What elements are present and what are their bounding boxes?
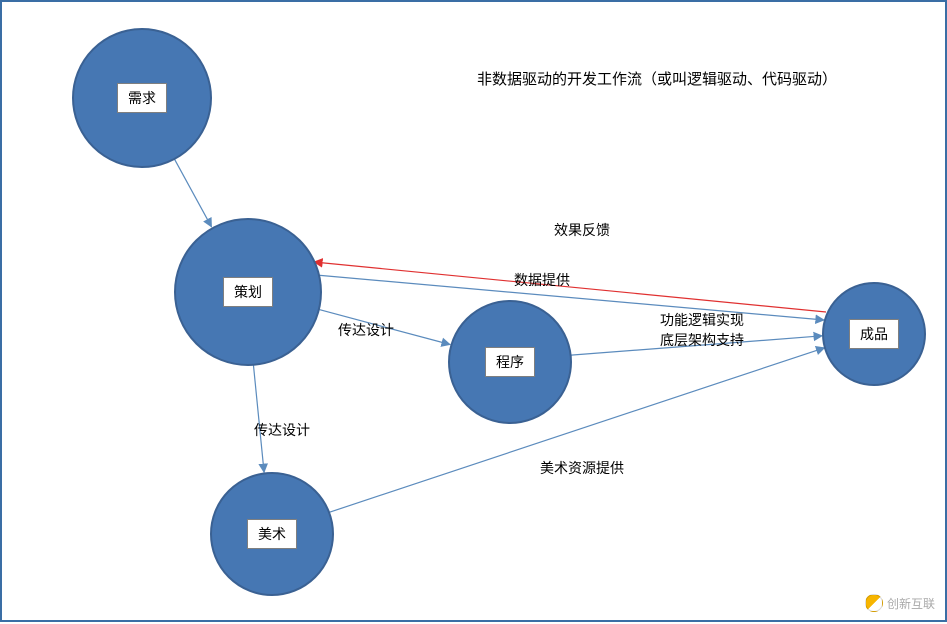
edge-art-product xyxy=(327,348,825,513)
node-label-plan: 策划 xyxy=(223,277,273,307)
node-art: 美术 xyxy=(210,472,334,596)
edge-label-art-product: 美术资源提供 xyxy=(540,458,624,478)
node-label-product: 成品 xyxy=(849,319,899,349)
watermark-text: 创新互联 xyxy=(887,595,935,612)
edge-label-plan-art: 传达设计 xyxy=(254,420,310,440)
edge-need-plan xyxy=(173,156,212,227)
diagram-canvas: 非数据驱动的开发工作流（或叫逻辑驱动、代码驱动） 需求策划程序美术 成品 传达设计… xyxy=(0,0,947,622)
edge-label-plan-program: 传达设计 xyxy=(338,320,394,340)
watermark-icon xyxy=(865,594,883,612)
node-plan: 策划 xyxy=(174,218,322,366)
watermark: 创新互联 xyxy=(865,594,935,612)
node-need: 需求 xyxy=(72,28,212,168)
node-label-need: 需求 xyxy=(117,83,167,113)
node-product: 成品 xyxy=(822,282,926,386)
edge-label-program-product: 功能逻辑实现底层架构支持 xyxy=(660,310,744,350)
edge-plan-art xyxy=(253,362,264,473)
node-label-art: 美术 xyxy=(247,519,297,549)
edge-plan-product-data xyxy=(316,275,824,320)
node-program: 程序 xyxy=(448,300,572,424)
edge-label-plan-product-data: 数据提供 xyxy=(514,270,570,290)
edge-product-plan-fb xyxy=(314,262,826,312)
edge-label-product-plan-fb: 效果反馈 xyxy=(554,220,610,240)
node-label-program: 程序 xyxy=(485,347,535,377)
diagram-title: 非数据驱动的开发工作流（或叫逻辑驱动、代码驱动） xyxy=(477,68,837,89)
